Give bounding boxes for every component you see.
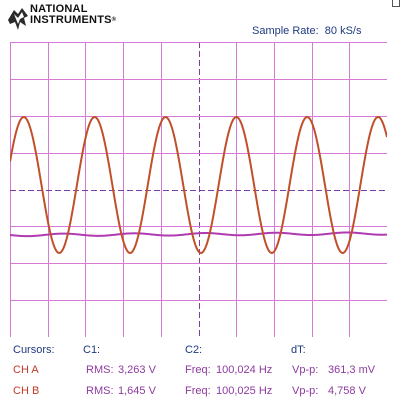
c2-header: C2: — [185, 344, 203, 356]
national-instruments-eagle-icon — [8, 8, 28, 30]
ch-b-label: CH B — [13, 385, 40, 397]
scope-grid — [10, 42, 387, 337]
ch-b-rms-label: RMS: — [86, 385, 114, 397]
brand-line2: INSTRUMENTS — [30, 14, 112, 26]
ch-a-vpp-label: Vp-p: — [292, 364, 319, 376]
ch-a-rms-value: 3,263 V — [118, 364, 156, 376]
ch-a-vpp-value: 361,3 mV — [328, 364, 376, 376]
ch-a-trace — [10, 115, 387, 255]
brand-line1: NATIONAL — [30, 3, 88, 15]
ch-b-trace — [10, 231, 387, 238]
ch-a-freq-label: Freq: — [185, 364, 211, 376]
dt-header: dT: — [291, 344, 306, 356]
ch-b-rms-value: 1,645 V — [118, 385, 156, 397]
ch-a-freq-value: 100,024 Hz — [216, 364, 273, 376]
ch-b-freq-value: 100,025 Hz — [216, 385, 273, 397]
registered-mark: ® — [111, 17, 117, 23]
sample-rate-value: 80 kS/s — [324, 25, 362, 37]
window-corner-control[interactable] — [392, 0, 400, 7]
ch-a-rms-label: RMS: — [86, 364, 114, 376]
ch-b-vpp-value: 4,758 V — [328, 385, 366, 397]
ch-b-freq-label: Freq: — [185, 385, 211, 397]
cursors-header: Cursors: — [13, 344, 55, 356]
brand-logo: NATIONAL INSTRUMENTS® — [30, 4, 116, 26]
scope-display[interactable] — [10, 42, 387, 337]
c1-header: C1: — [83, 344, 101, 356]
ch-b-vpp-label: Vp-p: — [292, 385, 319, 397]
sample-rate: Sample Rate: 80 kS/s — [252, 25, 361, 37]
sample-rate-label: Sample Rate: — [252, 25, 319, 37]
ch-a-label: CH A — [13, 364, 39, 376]
